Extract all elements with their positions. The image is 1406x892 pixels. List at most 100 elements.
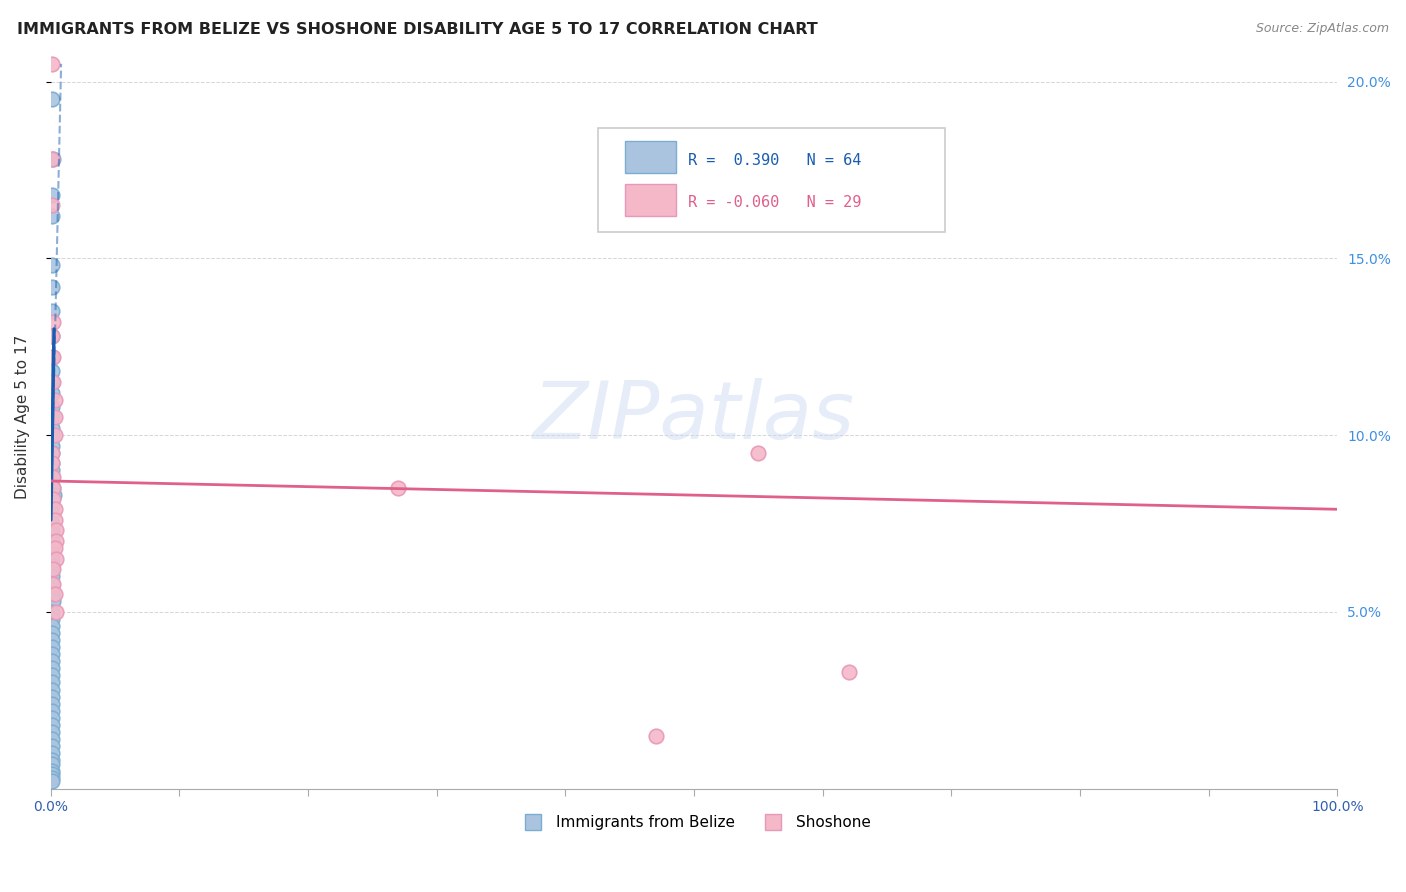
Point — [41, 421, 63, 435]
Point — [44, 513, 66, 527]
Point — [41, 612, 63, 626]
Point — [41, 329, 63, 343]
Point — [44, 410, 66, 425]
FancyBboxPatch shape — [624, 184, 676, 216]
Point — [41, 767, 63, 781]
FancyBboxPatch shape — [598, 128, 945, 232]
Point — [41, 375, 63, 389]
Point — [41, 746, 63, 760]
Point — [41, 463, 63, 477]
Point — [41, 364, 63, 378]
Legend: Immigrants from Belize, Shoshone: Immigrants from Belize, Shoshone — [512, 809, 877, 837]
Point — [42, 576, 65, 591]
Point — [44, 502, 66, 516]
Point — [41, 516, 63, 531]
Point — [41, 481, 63, 495]
Point — [41, 456, 63, 470]
Point — [41, 153, 63, 167]
Point — [42, 562, 65, 576]
Point — [41, 351, 63, 365]
Point — [41, 654, 63, 668]
Point — [41, 675, 63, 690]
Point — [42, 315, 65, 329]
Point — [41, 718, 63, 732]
Point — [41, 209, 63, 223]
Point — [41, 732, 63, 747]
Point — [45, 551, 67, 566]
Text: R =  0.390   N = 64: R = 0.390 N = 64 — [688, 153, 860, 168]
Point — [41, 633, 63, 648]
Text: R = -0.060   N = 29: R = -0.060 N = 29 — [688, 195, 860, 211]
Point — [41, 470, 63, 484]
Point — [42, 351, 65, 365]
Point — [41, 187, 63, 202]
Point — [42, 481, 65, 495]
Point — [41, 704, 63, 718]
Point — [41, 569, 63, 583]
Point — [44, 541, 66, 556]
Point — [41, 499, 63, 513]
Point — [41, 771, 63, 785]
Point — [41, 619, 63, 633]
Point — [44, 428, 66, 442]
Point — [387, 481, 409, 495]
Point — [42, 375, 65, 389]
Text: IMMIGRANTS FROM BELIZE VS SHOSHONE DISABILITY AGE 5 TO 17 CORRELATION CHART: IMMIGRANTS FROM BELIZE VS SHOSHONE DISAB… — [17, 22, 818, 37]
Point — [42, 594, 65, 608]
Point — [41, 753, 63, 767]
Point — [41, 682, 63, 697]
Point — [41, 711, 63, 725]
Point — [41, 506, 63, 520]
Text: ZIPatlas: ZIPatlas — [533, 378, 855, 457]
Text: Source: ZipAtlas.com: Source: ZipAtlas.com — [1256, 22, 1389, 36]
Point — [41, 576, 63, 591]
Point — [41, 697, 63, 711]
Point — [45, 605, 67, 619]
Point — [42, 491, 65, 506]
Point — [42, 488, 65, 502]
Point — [41, 764, 63, 778]
Point — [44, 587, 66, 601]
Point — [41, 304, 63, 318]
Point — [837, 665, 859, 679]
Point — [41, 661, 63, 675]
Point — [41, 541, 63, 556]
Point — [44, 392, 66, 407]
Point — [41, 668, 63, 682]
Point — [41, 725, 63, 739]
Point — [41, 524, 63, 538]
Point — [42, 481, 65, 495]
Point — [41, 605, 63, 619]
Point — [41, 774, 63, 789]
Point — [41, 259, 63, 273]
Point — [41, 57, 63, 71]
Point — [41, 428, 63, 442]
Point — [41, 551, 63, 566]
Point — [41, 279, 63, 293]
Point — [41, 626, 63, 640]
Point — [41, 385, 63, 400]
Point — [45, 524, 67, 538]
Point — [41, 756, 63, 771]
Point — [41, 640, 63, 654]
Point — [45, 534, 67, 549]
Point — [41, 690, 63, 704]
Point — [42, 153, 65, 167]
Point — [41, 446, 63, 460]
Point — [41, 739, 63, 753]
Point — [41, 439, 63, 453]
Point — [41, 456, 63, 470]
FancyBboxPatch shape — [624, 141, 676, 173]
Point — [747, 446, 769, 460]
Point — [41, 647, 63, 661]
Point — [41, 400, 63, 414]
Point — [41, 491, 63, 506]
Point — [42, 470, 65, 484]
Point — [41, 558, 63, 573]
Y-axis label: Disability Age 5 to 17: Disability Age 5 to 17 — [15, 335, 30, 500]
Point — [41, 587, 63, 601]
Point — [41, 446, 63, 460]
Point — [41, 534, 63, 549]
Point — [41, 92, 63, 106]
Point — [644, 729, 666, 743]
